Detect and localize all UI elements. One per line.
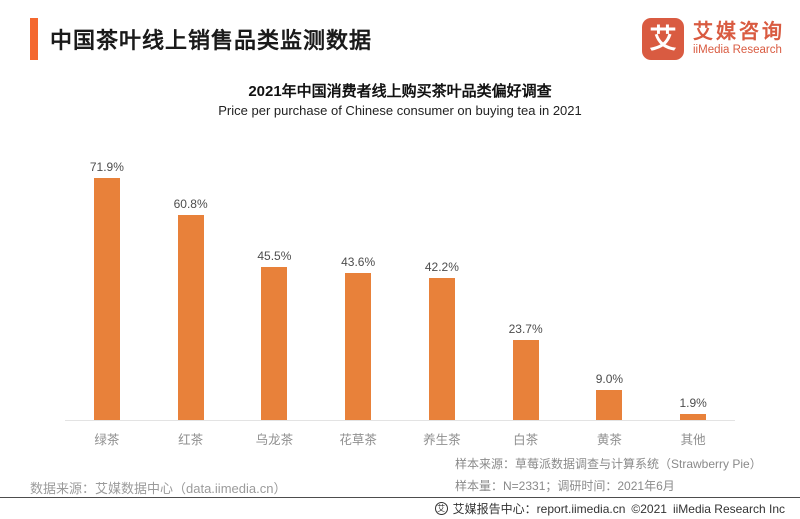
bar-value-label: 45.5% [257, 248, 292, 263]
logo-name-en: iiMedia Research [693, 43, 782, 56]
footer-report-center: 艾媒报告中心：report.iimedia.cn [452, 502, 626, 516]
x-axis-label: 绿茶 [94, 433, 120, 447]
bar [596, 389, 623, 420]
bar-column: 1.9% [651, 396, 735, 420]
bar-column: 9.0% [568, 372, 652, 420]
bar-value-label: 71.9% [89, 159, 124, 174]
bar [177, 215, 204, 420]
bar [680, 413, 707, 420]
x-axis-label: 白茶 [513, 433, 539, 447]
bar [428, 277, 455, 420]
bar-chart: 71.9% 60.8% 45.5% 43.6% 42.2% 23.7% 9.0% 1.9% [65, 153, 735, 421]
bar-value-label: 42.2% [424, 259, 459, 274]
iimedia-logo-icon: 艾 [642, 18, 684, 60]
chart-subtitle: Price per purchase of Chinese consumer o… [218, 103, 582, 118]
sample-notes: 样本来源：草莓派数据调查与计算系统（Strawberry Pie） 样本量：N=… [455, 453, 762, 497]
bar [261, 266, 288, 420]
bar-value-label: 9.0% [595, 371, 624, 386]
bar-column: 42.2% [400, 260, 484, 420]
page-title: 中国茶叶线上销售品类监测数据 [50, 28, 373, 53]
bar-column: 43.6% [316, 255, 400, 420]
bar [345, 273, 372, 420]
x-axis-label: 黄茶 [596, 433, 622, 447]
bar-value-label: 23.7% [508, 322, 543, 337]
iimedia-footer-icon: 艾 [434, 502, 448, 515]
x-axis-label: 其他 [680, 433, 706, 447]
sample-size-note: 样本量：N=2331；调研时间：2021年6月 [455, 479, 675, 493]
title-block: 中国茶叶线上销售品类监测数据 [30, 18, 372, 60]
bar-value-label: 43.6% [341, 255, 376, 270]
logo-name-cn: 艾媒咨询 [693, 20, 785, 43]
chart-title: 2021年中国消费者线上购买茶叶品类偏好调查 [248, 83, 552, 100]
footer: 艾 艾媒报告中心：report.iimedia.cn ©2021 iiMedia… [0, 497, 800, 519]
x-axis-label: 养生茶 [423, 433, 461, 447]
logo-text: 艾媒咨询 iiMedia Research [693, 21, 785, 58]
sample-source-note: 样本来源：草莓派数据调查与计算系统（Strawberry Pie） [455, 457, 762, 471]
x-axis-label: 乌龙茶 [255, 433, 294, 447]
iimedia-logo: 艾 艾媒咨询 iiMedia Research [642, 18, 785, 60]
footer-company: iiMedia Research Inc [672, 501, 785, 516]
x-axis-label: 红茶 [178, 433, 204, 447]
header: 中国茶叶线上销售品类监测数据 艾 艾媒咨询 iiMedia Research [30, 18, 785, 60]
x-axis-label: 花草茶 [339, 433, 377, 447]
x-axis-labels: 绿茶 红茶 乌龙茶 花草茶 养生茶 白茶 黄茶 其他 [65, 429, 735, 448]
bar-column: 45.5% [233, 249, 317, 420]
bar-column: 60.8% [149, 197, 233, 420]
footer-copyright: ©2021 [631, 501, 667, 516]
data-source-note: 数据来源：艾媒数据中心（data.iimedia.cn） [30, 481, 287, 496]
bar-value-label: 1.9% [679, 395, 707, 410]
bar [93, 177, 120, 420]
bar [512, 340, 539, 420]
bar-column: 71.9% [65, 160, 149, 420]
accent-bar [30, 18, 38, 60]
bar-column: 23.7% [484, 322, 568, 420]
bar-value-label: 60.8% [173, 197, 208, 212]
